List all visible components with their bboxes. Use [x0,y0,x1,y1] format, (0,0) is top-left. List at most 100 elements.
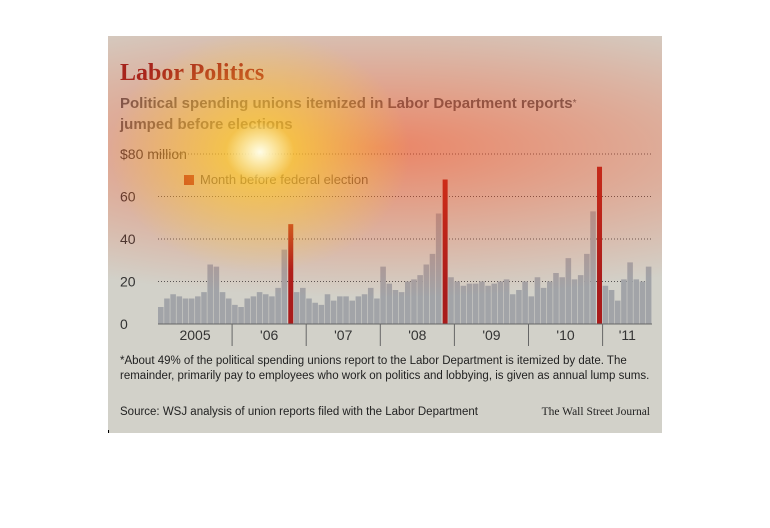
footnote: *About 49% of the political spending uni… [120,355,650,382]
bar [472,283,479,324]
bar [479,281,485,324]
bar [213,266,220,324]
bar [164,298,170,324]
bar [182,298,189,324]
publisher-credit: The Wall Street Journal [541,406,650,418]
legend-swatch [184,175,194,185]
bar [170,294,176,324]
bar [349,300,355,324]
bar [639,281,646,324]
bar [225,298,232,324]
bar [256,292,263,324]
subtitle-footnote-mark: * [572,98,577,109]
bar [534,277,541,324]
x-tick-label: 2005 [179,327,210,343]
bar [522,281,528,324]
bar [559,277,565,324]
bar [448,277,454,324]
bar [633,279,640,324]
bar [460,285,467,324]
source-note: Source: WSJ analysis of union reports fi… [120,406,478,418]
corner-mark [108,430,109,433]
bar [584,253,590,324]
bar [293,292,300,324]
x-tick-label: '06 [260,327,278,343]
bar [361,294,368,324]
bar [590,211,596,324]
chart-title: Labor Politics [120,60,265,86]
bar [423,264,430,324]
x-tick-label: '09 [482,327,500,343]
y-tick-label: 60 [120,189,136,205]
subtitle-line-2: jumped before elections [120,116,293,133]
y-tick-label: 0 [120,316,128,332]
bar [207,264,213,324]
bar [429,253,436,324]
bar [454,281,460,324]
bar [386,283,393,324]
legend-label: Month before federal election [200,172,369,187]
bar [324,294,331,324]
x-tick-label: '08 [408,327,426,343]
y-tick-label: 20 [120,274,136,290]
bar [411,279,417,324]
bar [262,294,269,324]
bar [602,285,609,324]
chart-subtitle: Political spending unions itemized in La… [120,93,640,135]
x-tick-label: '10 [556,327,574,343]
bar [614,300,621,324]
bar [195,296,201,324]
bar [608,290,615,324]
bar [244,298,251,324]
x-tick-label: '11 [619,327,636,343]
highlight-bar [442,179,448,324]
bar [645,266,652,324]
bar [219,292,226,324]
bar [275,287,281,324]
bar [176,296,183,324]
y-tick-label: 40 [120,231,136,247]
bar [343,296,349,324]
legend: Month before federal election [184,172,368,187]
bar [565,258,572,324]
bar [330,300,337,324]
bar [201,292,207,324]
bar [528,296,535,324]
bar [405,281,411,324]
bar [238,307,244,324]
bar [312,302,318,324]
bar [269,296,275,324]
bar [553,273,559,324]
bar [337,296,343,324]
bar [491,283,498,324]
bar [355,296,362,324]
bar [509,294,516,324]
bar [516,290,522,324]
highlight-bar [288,224,294,324]
bar [318,304,325,324]
bar [392,290,399,324]
x-tick-label: '07 [334,327,352,343]
bar [621,279,627,324]
bar [547,281,553,324]
bar [306,298,312,324]
bar [627,262,633,324]
highlight-bar [597,166,603,324]
bar [466,283,473,324]
bar [571,279,578,324]
subtitle-line-1: Political spending unions itemized in La… [120,95,573,112]
bar [540,287,547,324]
bar [300,287,306,324]
bar [374,298,380,324]
bar [158,307,164,324]
y-tick-label: $80 million [120,146,187,162]
bar [577,275,584,324]
bar [380,266,386,324]
bar [367,287,374,324]
bar [398,292,405,324]
bar [435,213,442,324]
chart-card: 0 20 40 60 $80 million 2005 '06 '07 '08 '09 '10 '11… [108,36,662,433]
bar [250,296,257,324]
bar [188,298,195,324]
bar [281,249,288,324]
